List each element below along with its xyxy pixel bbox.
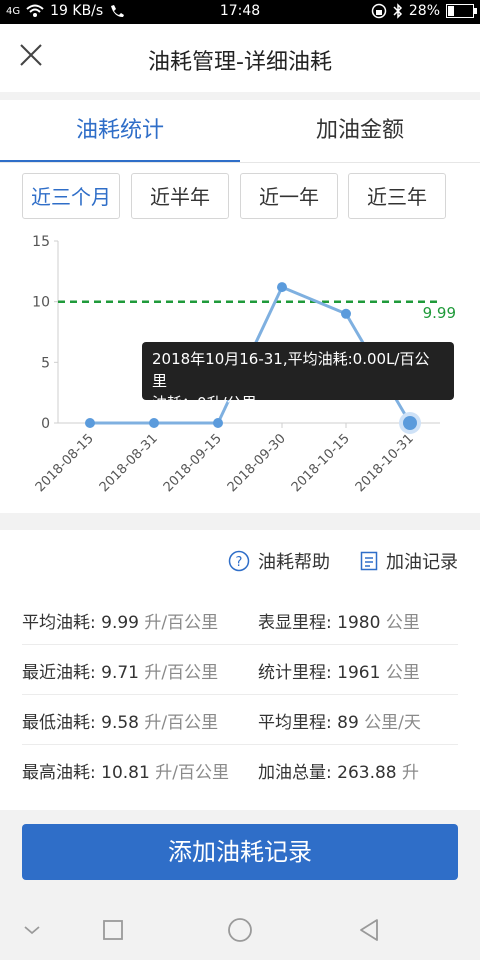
signal-label: 4G xyxy=(6,5,21,17)
hd-call-icon xyxy=(111,5,125,17)
system-nav-bar xyxy=(0,900,480,960)
stat-value: 9.58 xyxy=(101,713,139,733)
data-point xyxy=(149,418,159,428)
stat-row: 最高油耗: 10.81 升/百公里 加油总量: 263.88 升 xyxy=(22,744,458,794)
back-triangle-icon[interactable] xyxy=(353,914,385,946)
y-tick-label: 0 xyxy=(41,416,50,432)
fuel-help-label: 油耗帮助 xyxy=(258,552,330,573)
stat-unit: 公里 xyxy=(385,613,420,633)
app-bar: 油耗管理-详细油耗 xyxy=(0,24,480,92)
stat-counted-mileage: 统计里程: 1961 公里 xyxy=(258,658,420,683)
x-tick-label: 2018-10-31 xyxy=(353,431,417,495)
stat-unit: 公里/天 xyxy=(364,713,421,733)
tab-indicator xyxy=(0,160,240,162)
tab-fuel-amount[interactable]: 加油金额 xyxy=(315,118,404,143)
svg-text:?: ? xyxy=(236,555,243,570)
tab-bar: 油耗统计 加油金额 xyxy=(0,100,480,163)
help-circle-icon: ? xyxy=(228,550,250,572)
stat-row: 最低油耗: 9.58 升/百公里 平均里程: 89 公里/天 xyxy=(22,694,458,745)
stat-label: 最高油耗: xyxy=(22,763,96,783)
chevron-down-icon[interactable] xyxy=(16,914,48,946)
close-icon[interactable] xyxy=(18,42,44,68)
stat-label: 平均里程: xyxy=(258,713,332,733)
stat-label: 平均油耗: xyxy=(22,613,96,633)
x-tick-label: 2018-08-15 xyxy=(33,431,97,495)
data-point xyxy=(213,418,223,428)
data-point xyxy=(85,418,95,428)
stat-label: 最低油耗: xyxy=(22,713,96,733)
refuel-record-link[interactable]: 加油记录 xyxy=(360,548,458,574)
wifi-icon xyxy=(26,4,44,17)
stat-value: 89 xyxy=(337,713,359,733)
stat-label: 统计里程: xyxy=(258,663,332,683)
chart-card: 近三个月 近半年 近一年 近三年 0 5 10 15 2018-08-15 2018-08… xyxy=(0,163,480,513)
range-button-1-year[interactable]: 近一年 xyxy=(240,173,338,219)
x-tick-label: 2018-08-31 xyxy=(97,431,161,495)
stat-min-consumption: 最低油耗: 9.58 升/百公里 xyxy=(22,708,218,733)
x-tick-label: 2018-09-15 xyxy=(161,431,225,495)
square-icon[interactable] xyxy=(97,914,129,946)
stat-value: 263.88 xyxy=(337,763,397,783)
range-button-3-months[interactable]: 近三个月 xyxy=(22,173,120,219)
stat-value: 9.71 xyxy=(101,663,139,683)
stat-label: 表显里程: xyxy=(258,613,332,633)
stat-value: 9.99 xyxy=(101,613,139,633)
stat-avg-mileage: 平均里程: 89 公里/天 xyxy=(258,708,421,733)
stat-unit: 升 xyxy=(402,763,420,783)
add-fuel-record-button[interactable]: 添加油耗记录 xyxy=(22,824,458,880)
stat-unit: 升/百公里 xyxy=(144,663,219,683)
stat-row: 最近油耗: 9.71 升/百公里 统计里程: 1961 公里 xyxy=(22,644,458,695)
range-button-half-year[interactable]: 近半年 xyxy=(131,173,229,219)
stat-value: 10.81 xyxy=(101,763,150,783)
data-point xyxy=(277,282,287,293)
stat-odometer: 表显里程: 1980 公里 xyxy=(258,608,420,633)
page-title: 油耗管理-详细油耗 xyxy=(148,50,332,75)
x-tick-label: 2018-09-30 xyxy=(225,431,289,495)
stat-label: 加油总量: xyxy=(258,763,332,783)
stat-unit: 升/百公里 xyxy=(144,613,219,633)
battery-icon xyxy=(446,4,477,18)
x-tick-label: 2018-10-15 xyxy=(289,431,353,495)
battery-percent: 28% xyxy=(408,3,440,19)
highlight-data-point xyxy=(403,416,417,430)
y-tick-label: 15 xyxy=(32,234,50,250)
stat-unit: 升/百公里 xyxy=(155,763,229,783)
network-speed: 19 KB/s xyxy=(50,3,104,19)
stat-row: 平均油耗: 9.99 升/百公里 表显里程: 1980 公里 xyxy=(22,594,458,645)
tab-fuel-stats[interactable]: 油耗统计 xyxy=(75,118,164,143)
tooltip-line-2: 油耗：0升/公里 xyxy=(152,394,257,412)
bluetooth-icon xyxy=(393,3,402,19)
stat-unit: 升/百公里 xyxy=(144,713,219,733)
y-tick-label: 10 xyxy=(32,295,50,311)
fuel-help-link[interactable]: ? 油耗帮助 xyxy=(228,548,330,574)
data-point xyxy=(341,308,351,319)
stat-value: 1961 xyxy=(337,663,381,683)
range-button-3-years[interactable]: 近三年 xyxy=(348,173,446,219)
y-tick-label: 5 xyxy=(41,355,50,371)
stat-total-fuel: 加油总量: 263.88 升 xyxy=(258,758,419,783)
circle-icon[interactable] xyxy=(224,914,256,946)
stat-recent-consumption: 最近油耗: 9.71 升/百公里 xyxy=(22,658,218,683)
stat-label: 最近油耗: xyxy=(22,663,96,683)
average-line-label: 9.99 xyxy=(423,304,456,322)
stats-card: ? 油耗帮助 加油记录 平均油耗: 9.99 升/百公里 表显里程: 1980 … xyxy=(0,530,480,810)
refuel-record-label: 加油记录 xyxy=(386,552,458,573)
stat-unit: 公里 xyxy=(385,663,420,683)
document-list-icon xyxy=(360,551,378,571)
tooltip-line-1: 2018年10月16-31,平均油耗:0.00L/百公里 xyxy=(152,350,430,390)
stat-avg-consumption: 平均油耗: 9.99 升/百公里 xyxy=(22,608,218,633)
chart-tooltip: 2018年10月16-31,平均油耗:0.00L/百公里 油耗：0升/公里 xyxy=(142,342,454,412)
stat-max-consumption: 最高油耗: 10.81 升/百公里 xyxy=(22,758,229,783)
stat-value: 1980 xyxy=(337,613,381,633)
lock-rotation-icon xyxy=(371,3,387,19)
status-bar: 4G 19 KB/s 17:48 28% xyxy=(0,0,480,24)
status-time: 17:48 xyxy=(219,3,261,19)
